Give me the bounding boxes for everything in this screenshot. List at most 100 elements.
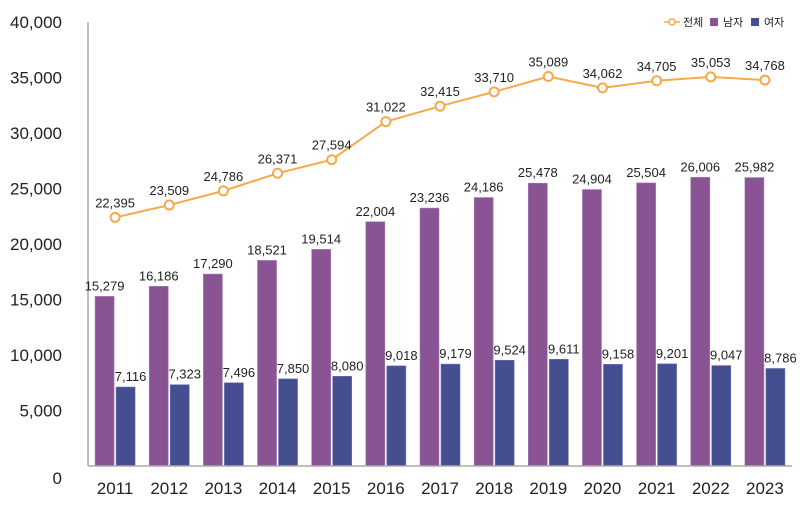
female-data-label: 9,179 — [439, 346, 472, 361]
female-bar-2018 — [494, 359, 515, 467]
legend: 전체 남자 여자 — [664, 16, 784, 29]
male-data-label: 19,514 — [301, 231, 341, 246]
total-data-label: 31,022 — [366, 100, 406, 115]
male-data-label: 18,521 — [247, 242, 287, 257]
male-data-label: 26,006 — [680, 159, 720, 174]
male-data-label: 23,236 — [410, 190, 450, 205]
legend-label-total: 전체 — [683, 16, 703, 29]
male-bar-2019 — [528, 182, 548, 467]
female-data-label: 8,080 — [331, 358, 364, 373]
female-data-label: 9,158 — [602, 346, 635, 361]
male-bar-2012 — [148, 286, 169, 467]
legend-swatch-icon — [710, 18, 718, 26]
male-bar-2018 — [473, 197, 494, 467]
female-data-label: 9,018 — [385, 348, 418, 363]
male-data-label: 22,004 — [355, 204, 395, 219]
male-data-label: 24,186 — [464, 180, 504, 195]
total-point-2015 — [326, 154, 338, 166]
x-tick-label: 2014 — [259, 479, 297, 498]
male-data-label: 16,186 — [139, 268, 179, 283]
y-tick-label: 10,000 — [10, 346, 62, 365]
y-tick-label: 5,000 — [19, 402, 62, 421]
total-point-2022 — [705, 71, 717, 83]
total-point-2018 — [488, 86, 500, 98]
legend-label-female: 여자 — [764, 16, 784, 29]
total-point-2017 — [434, 100, 446, 112]
female-bar-2019 — [549, 359, 569, 467]
y-tick-label: 15,000 — [10, 291, 62, 310]
total-data-label: 33,710 — [474, 70, 514, 85]
y-tick-label: 30,000 — [10, 124, 62, 143]
y-tick-label: 35,000 — [10, 69, 62, 88]
x-tick-label: 2019 — [529, 479, 567, 498]
x-tick-label: 2013 — [204, 479, 242, 498]
male-bar-2017 — [419, 207, 440, 467]
total-data-label: 27,594 — [312, 138, 352, 153]
male-bar-2013 — [203, 273, 223, 467]
female-bar-2021 — [657, 363, 677, 467]
male-bar-2023 — [744, 177, 765, 467]
male-bar-2011 — [94, 296, 115, 467]
total-data-label: 23,509 — [149, 183, 189, 198]
female-data-label: 7,323 — [168, 367, 201, 382]
legend-swatch-icon — [751, 18, 759, 26]
total-point-2021 — [651, 75, 663, 87]
total-data-label: 24,786 — [204, 169, 244, 184]
y-tick-label: 25,000 — [10, 180, 62, 199]
female-data-label: 9,524 — [493, 342, 526, 357]
total-data-label: 34,705 — [637, 59, 677, 74]
bars — [94, 177, 786, 467]
y-tick-label: 0 — [53, 469, 62, 488]
total-data-label: 34,768 — [745, 58, 785, 73]
legend-marker-icon — [668, 18, 676, 26]
male-data-label: 17,290 — [193, 256, 233, 271]
total-point-2020 — [596, 82, 608, 94]
male-bar-2021 — [636, 182, 656, 467]
female-bar-2012 — [169, 384, 190, 467]
x-tick-label: 2022 — [692, 479, 730, 498]
x-tick-label: 2023 — [746, 479, 784, 498]
female-data-label: 9,611 — [548, 341, 580, 356]
data-labels: 15,279 16,186 17,290 18,521 19,514 22,004 23,2… — [85, 55, 797, 385]
total-line-series — [109, 71, 771, 223]
total-data-label: 26,371 — [258, 151, 298, 166]
female-data-label: 9,201 — [656, 346, 689, 361]
x-tick-label: 2016 — [367, 479, 405, 498]
female-data-label: 9,047 — [710, 348, 743, 363]
total-data-label: 22,395 — [95, 195, 135, 210]
x-tick-label: 2011 — [97, 479, 134, 498]
female-bar-2023 — [765, 368, 786, 467]
x-axis: 2011 2012 2013 2014 2015 2016 2017 2018 2019 2020… — [88, 465, 792, 498]
male-data-label: 15,279 — [85, 278, 125, 293]
total-data-label: 32,415 — [420, 84, 460, 99]
x-tick-label: 2012 — [150, 479, 188, 498]
y-tick-label: 40,000 — [10, 13, 62, 32]
legend-label-male: 남자 — [723, 16, 743, 29]
female-data-label: 8,786 — [764, 350, 797, 365]
male-bar-2022 — [690, 177, 711, 467]
total-data-label: 35,053 — [691, 55, 731, 70]
male-data-label: 25,478 — [518, 165, 558, 180]
male-data-label: 25,504 — [626, 165, 666, 180]
total-point-2013 — [217, 185, 229, 197]
x-tick-label: 2015 — [313, 479, 351, 498]
total-data-label: 35,089 — [528, 55, 568, 70]
total-point-2012 — [163, 199, 175, 211]
female-data-label: 7,496 — [223, 365, 256, 380]
male-bar-2016 — [365, 221, 386, 467]
male-bar-2014 — [257, 260, 277, 467]
total-point-2019 — [542, 71, 554, 83]
male-bar-2015 — [311, 249, 331, 467]
female-bar-2020 — [603, 364, 623, 467]
female-data-label: 7,850 — [277, 361, 310, 376]
female-bar-2022 — [711, 365, 732, 467]
female-bar-2014 — [278, 378, 298, 467]
x-tick-label: 2020 — [584, 479, 622, 498]
male-bar-2020 — [582, 189, 602, 467]
total-point-2011 — [109, 211, 121, 223]
female-bar-2015 — [332, 376, 352, 467]
male-data-label: 24,904 — [572, 172, 612, 187]
female-bar-2013 — [224, 382, 244, 467]
female-bar-2016 — [386, 365, 407, 467]
